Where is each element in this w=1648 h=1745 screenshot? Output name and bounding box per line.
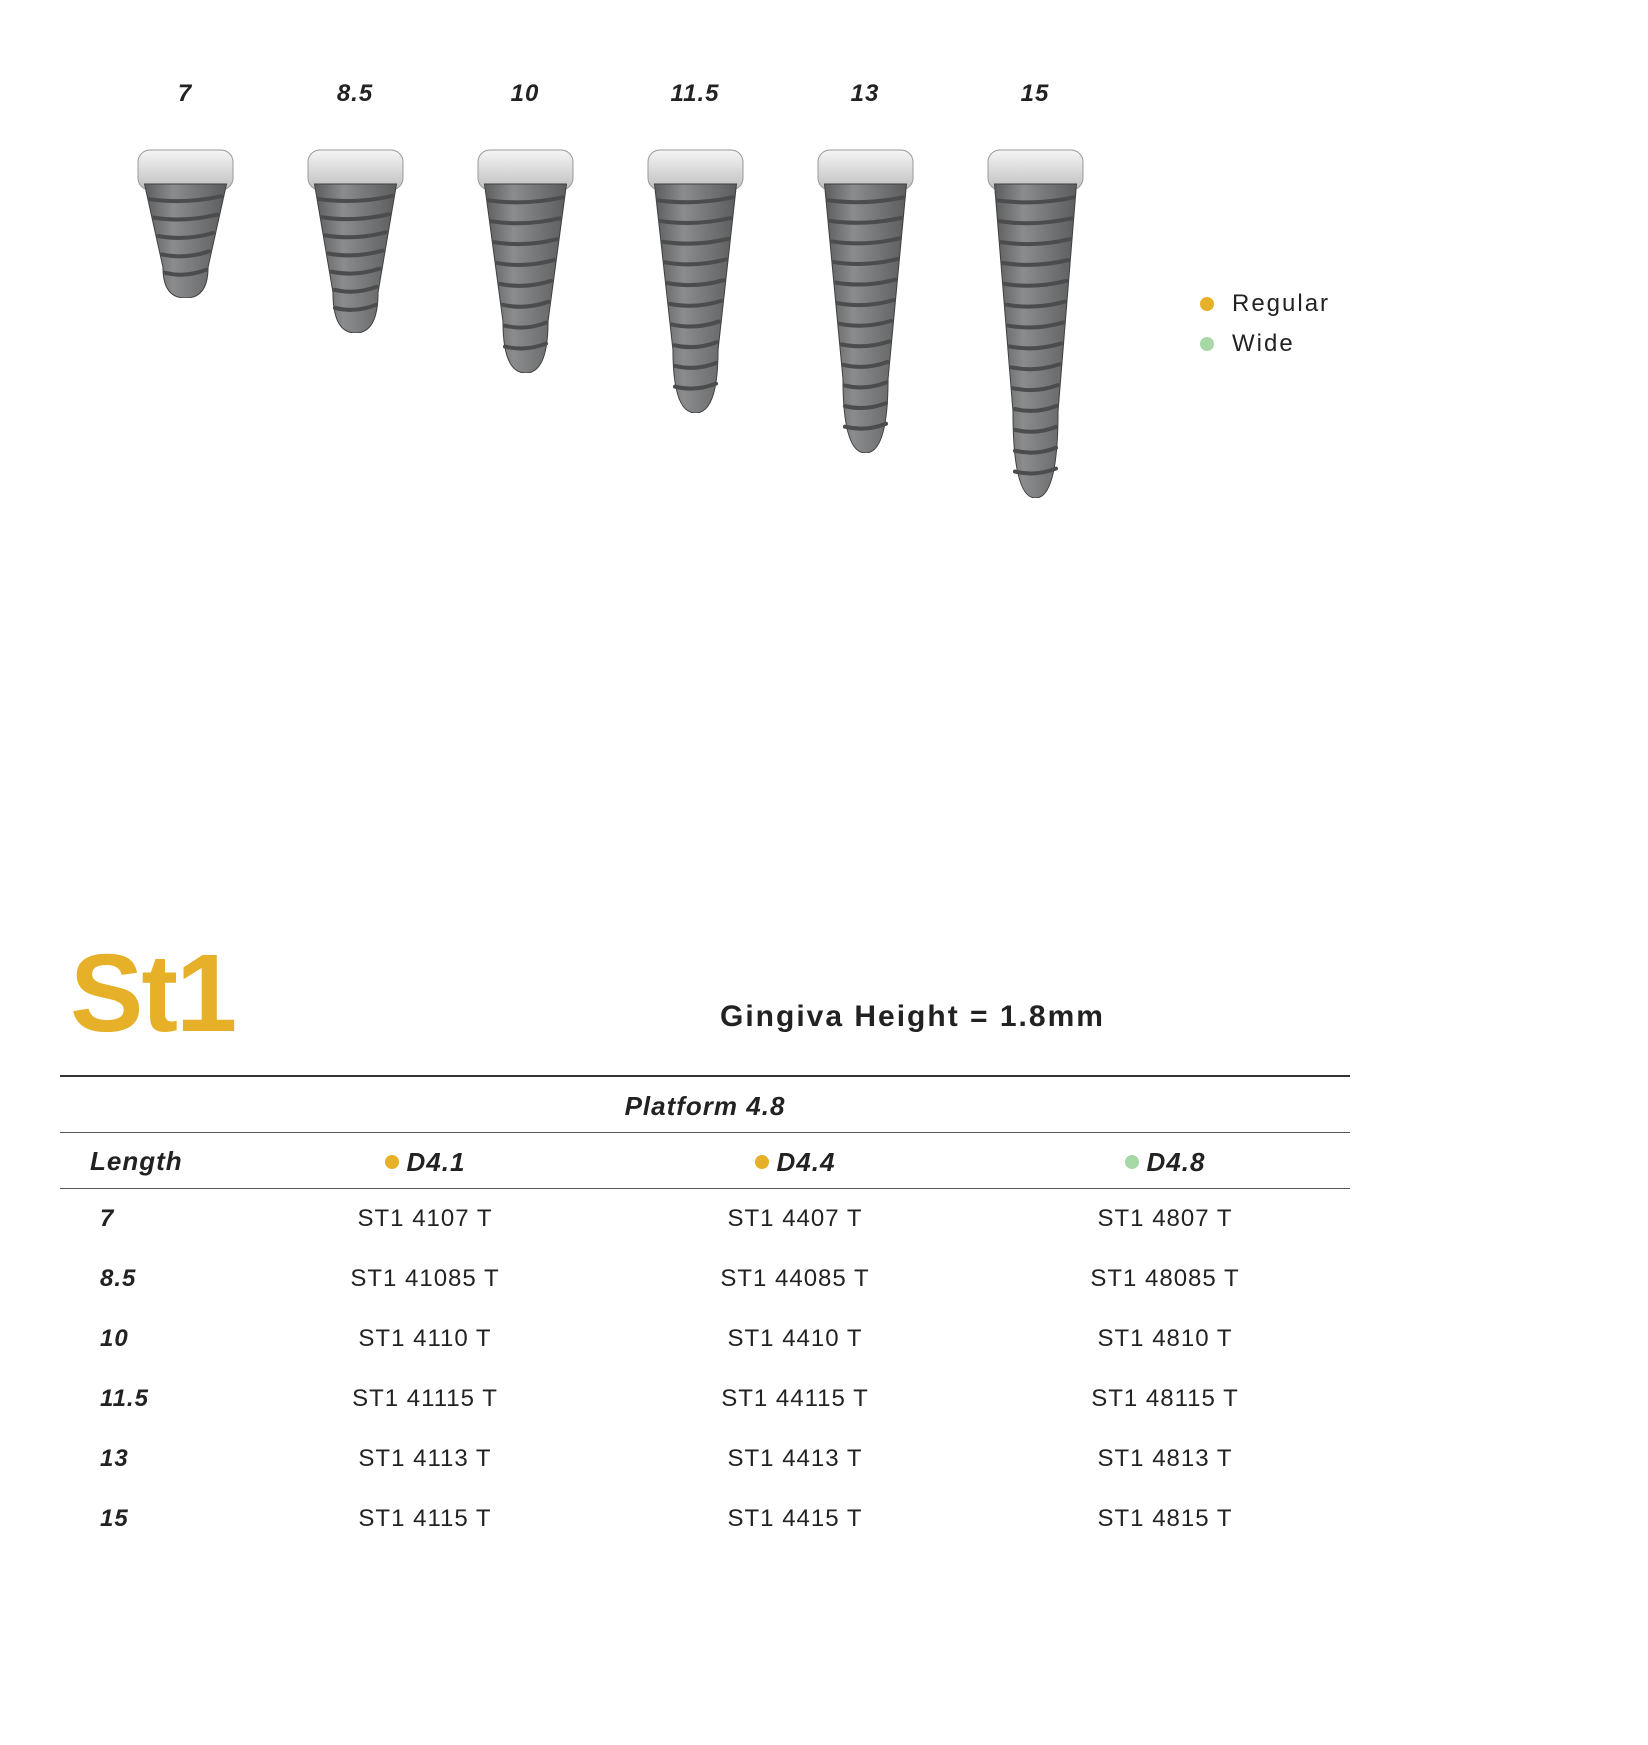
table-row: 13ST1 4113 TST1 4413 TST1 4813 T (60, 1429, 1350, 1489)
sku-cell: ST1 4413 T (610, 1429, 980, 1489)
implant-col: 10 (450, 80, 600, 373)
implant-col: 7 (110, 80, 260, 298)
legend-label: Wide (1232, 330, 1295, 358)
implant-length-label: 15 (1021, 80, 1050, 108)
table-row: 7ST1 4107 TST1 4407 TST1 4807 T (60, 1188, 1350, 1249)
sku-cell: ST1 44115 T (610, 1369, 980, 1429)
sku-cell: ST1 44085 T (610, 1249, 980, 1309)
product-heading: St1 (70, 930, 235, 1057)
spec-table: Platform 4.8Length D4.1 D4.4 D4.8 7ST1 4107 … (60, 1075, 1350, 1549)
sku-cell: ST1 48085 T (980, 1249, 1350, 1309)
implant-col: 13 (790, 80, 940, 453)
diameter-dot-icon (385, 1155, 399, 1169)
implant-icon (133, 148, 238, 298)
implant-length-label: 11.5 (671, 80, 720, 108)
diameter-label: D4.1 (407, 1147, 466, 1178)
diameter-dot-icon (1125, 1155, 1139, 1169)
sku-cell: ST1 41115 T (240, 1369, 610, 1429)
diameter-label: D4.4 (777, 1147, 836, 1178)
legend: Regular Wide (1200, 290, 1330, 370)
table-row: 15ST1 4115 TST1 4415 TST1 4815 T (60, 1489, 1350, 1549)
sku-cell: ST1 4815 T (980, 1489, 1350, 1549)
table-row: 11.5ST1 41115 TST1 44115 TST1 48115 T (60, 1369, 1350, 1429)
diameter-header: D4.8 (980, 1133, 1350, 1189)
length-cell: 15 (60, 1489, 240, 1549)
sku-cell: ST1 4415 T (610, 1489, 980, 1549)
implant-length-label: 7 (178, 80, 192, 108)
sku-cell: ST1 4813 T (980, 1429, 1350, 1489)
legend-dot-icon (1200, 297, 1214, 311)
length-header: Length (60, 1133, 240, 1189)
diameter-header: D4.1 (240, 1133, 610, 1189)
implant-col: 8.5 (280, 80, 430, 333)
sku-cell: ST1 4113 T (240, 1429, 610, 1489)
sku-cell: ST1 4110 T (240, 1309, 610, 1369)
diameter-header: D4.4 (610, 1133, 980, 1189)
length-cell: 13 (60, 1429, 240, 1489)
sku-cell: ST1 4807 T (980, 1188, 1350, 1249)
sku-cell: ST1 4107 T (240, 1188, 610, 1249)
implant-icon (303, 148, 408, 333)
legend-item: Regular (1200, 290, 1330, 318)
implant-col: 11.5 (620, 80, 770, 413)
length-cell: 10 (60, 1309, 240, 1369)
table-row: Platform 4.8 (60, 1076, 1350, 1133)
table-row: 10ST1 4110 TST1 4410 TST1 4810 T (60, 1309, 1350, 1369)
table-row: Length D4.1 D4.4 D4.8 (60, 1133, 1350, 1189)
length-cell: 11.5 (60, 1369, 240, 1429)
diameter-dot-icon (755, 1155, 769, 1169)
sku-cell: ST1 48115 T (980, 1369, 1350, 1429)
gingiva-height-label: Gingiva Height = 1.8mm (720, 1000, 1105, 1034)
diameter-label: D4.8 (1147, 1147, 1206, 1178)
page: 78.51011.51315 RegularWide St1 Gingiva H… (0, 0, 1648, 1745)
implant-icon (643, 148, 748, 413)
table-row: 8.5ST1 41085 TST1 44085 TST1 48085 T (60, 1249, 1350, 1309)
implant-icon (473, 148, 578, 373)
implant-length-label: 13 (851, 80, 880, 108)
length-cell: 7 (60, 1188, 240, 1249)
legend-item: Wide (1200, 330, 1330, 358)
legend-dot-icon (1200, 337, 1214, 351)
length-cell: 8.5 (60, 1249, 240, 1309)
sku-cell: ST1 4810 T (980, 1309, 1350, 1369)
implant-row: 7 8.5 10 11.5 13 15 (110, 80, 1110, 498)
platform-header: Platform 4.8 (60, 1076, 1350, 1133)
implant-length-label: 10 (511, 80, 540, 108)
sku-cell: ST1 41085 T (240, 1249, 610, 1309)
sku-cell: ST1 4410 T (610, 1309, 980, 1369)
sku-cell: ST1 4407 T (610, 1188, 980, 1249)
implant-length-label: 8.5 (337, 80, 373, 108)
implant-col: 15 (960, 80, 1110, 498)
implant-icon (813, 148, 918, 453)
sku-cell: ST1 4115 T (240, 1489, 610, 1549)
legend-label: Regular (1232, 290, 1330, 318)
spec-table-wrap: Platform 4.8Length D4.1 D4.4 D4.8 7ST1 4107 … (60, 1075, 1350, 1549)
spec-table-body: Platform 4.8Length D4.1 D4.4 D4.8 7ST1 4107 … (60, 1076, 1350, 1549)
implant-icon (983, 148, 1088, 498)
